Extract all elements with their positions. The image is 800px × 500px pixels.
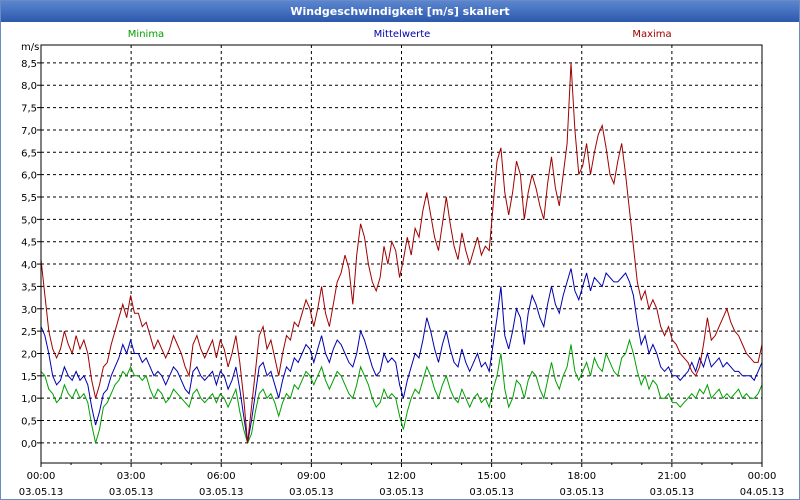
y-axis-label: m/s xyxy=(21,42,39,53)
y-tick-label: 1,0 xyxy=(21,394,37,405)
y-tick-label: 0,0 xyxy=(21,439,37,450)
x-tick-date: 03.05.13 xyxy=(379,487,424,498)
y-axis: 0,0 0,5 1,0 1,5 2,0 2,5 3,0 3,5 4,0 4,5 5,0 5,5 6,0 6… xyxy=(21,59,41,450)
x-tick-time: 18:00 xyxy=(567,471,596,482)
y-tick-label: 4,5 xyxy=(21,238,37,249)
x-tick-time: 00:00 xyxy=(748,471,777,482)
grid-lines xyxy=(41,45,762,463)
y-tick-label: 5,0 xyxy=(21,215,37,226)
x-tick-date: 03.05.13 xyxy=(650,487,695,498)
y-tick-label: 8,5 xyxy=(21,59,37,70)
x-tick-time: 09:00 xyxy=(297,471,326,482)
legend-minima: Minima xyxy=(128,29,164,40)
y-tick-label: 6,0 xyxy=(21,171,37,182)
y-tick-label: 2,0 xyxy=(21,349,37,360)
y-tick-label: 8,0 xyxy=(21,81,37,92)
x-tick-date: 03.05.13 xyxy=(199,487,244,498)
x-tick-time: 21:00 xyxy=(657,471,686,482)
y-tick-label: 3,5 xyxy=(21,282,37,293)
y-tick-label: 7,0 xyxy=(21,126,37,137)
mittelwerte-line xyxy=(40,268,763,443)
x-tick-time: 12:00 xyxy=(387,471,416,482)
x-tick-time: 15:00 xyxy=(477,471,506,482)
x-tick-date: 03.05.13 xyxy=(469,487,514,498)
y-tick-label: 0,5 xyxy=(21,417,37,428)
y-tick-label: 3,0 xyxy=(21,305,37,316)
y-tick-label: 1,5 xyxy=(21,372,37,383)
x-tick-time: 00:00 xyxy=(27,471,56,482)
y-tick-label: 6,5 xyxy=(21,148,37,159)
legend-mittelwerte: Mittelwerte xyxy=(374,29,431,40)
y-tick-label: 2,5 xyxy=(21,327,37,338)
x-tick-time: 03:00 xyxy=(117,471,146,482)
x-tick-date: 03.05.13 xyxy=(109,487,154,498)
x-axis: 00:00 03.05.13 03:00 03.05.13 06:00 03.05.13 0… xyxy=(19,463,785,498)
x-tick-date: 04.05.13 xyxy=(740,487,785,498)
x-tick-time: 06:00 xyxy=(207,471,236,482)
series-lines xyxy=(40,62,763,445)
legend: Minima Mittelwerte Maxima xyxy=(128,29,672,40)
x-tick-date: 03.05.13 xyxy=(289,487,334,498)
legend-maxima: Maxima xyxy=(632,29,671,40)
x-tick-date: 03.05.13 xyxy=(19,487,64,498)
minima-line xyxy=(40,338,763,445)
maxima-line xyxy=(40,62,763,443)
chart-title: Windgeschwindigkeit [m/s] skaliert xyxy=(1,1,799,22)
y-tick-label: 7,5 xyxy=(21,104,37,115)
y-tick-label: 4,0 xyxy=(21,260,37,271)
y-tick-label: 5,5 xyxy=(21,193,37,204)
x-tick-date: 03.05.13 xyxy=(559,487,604,498)
